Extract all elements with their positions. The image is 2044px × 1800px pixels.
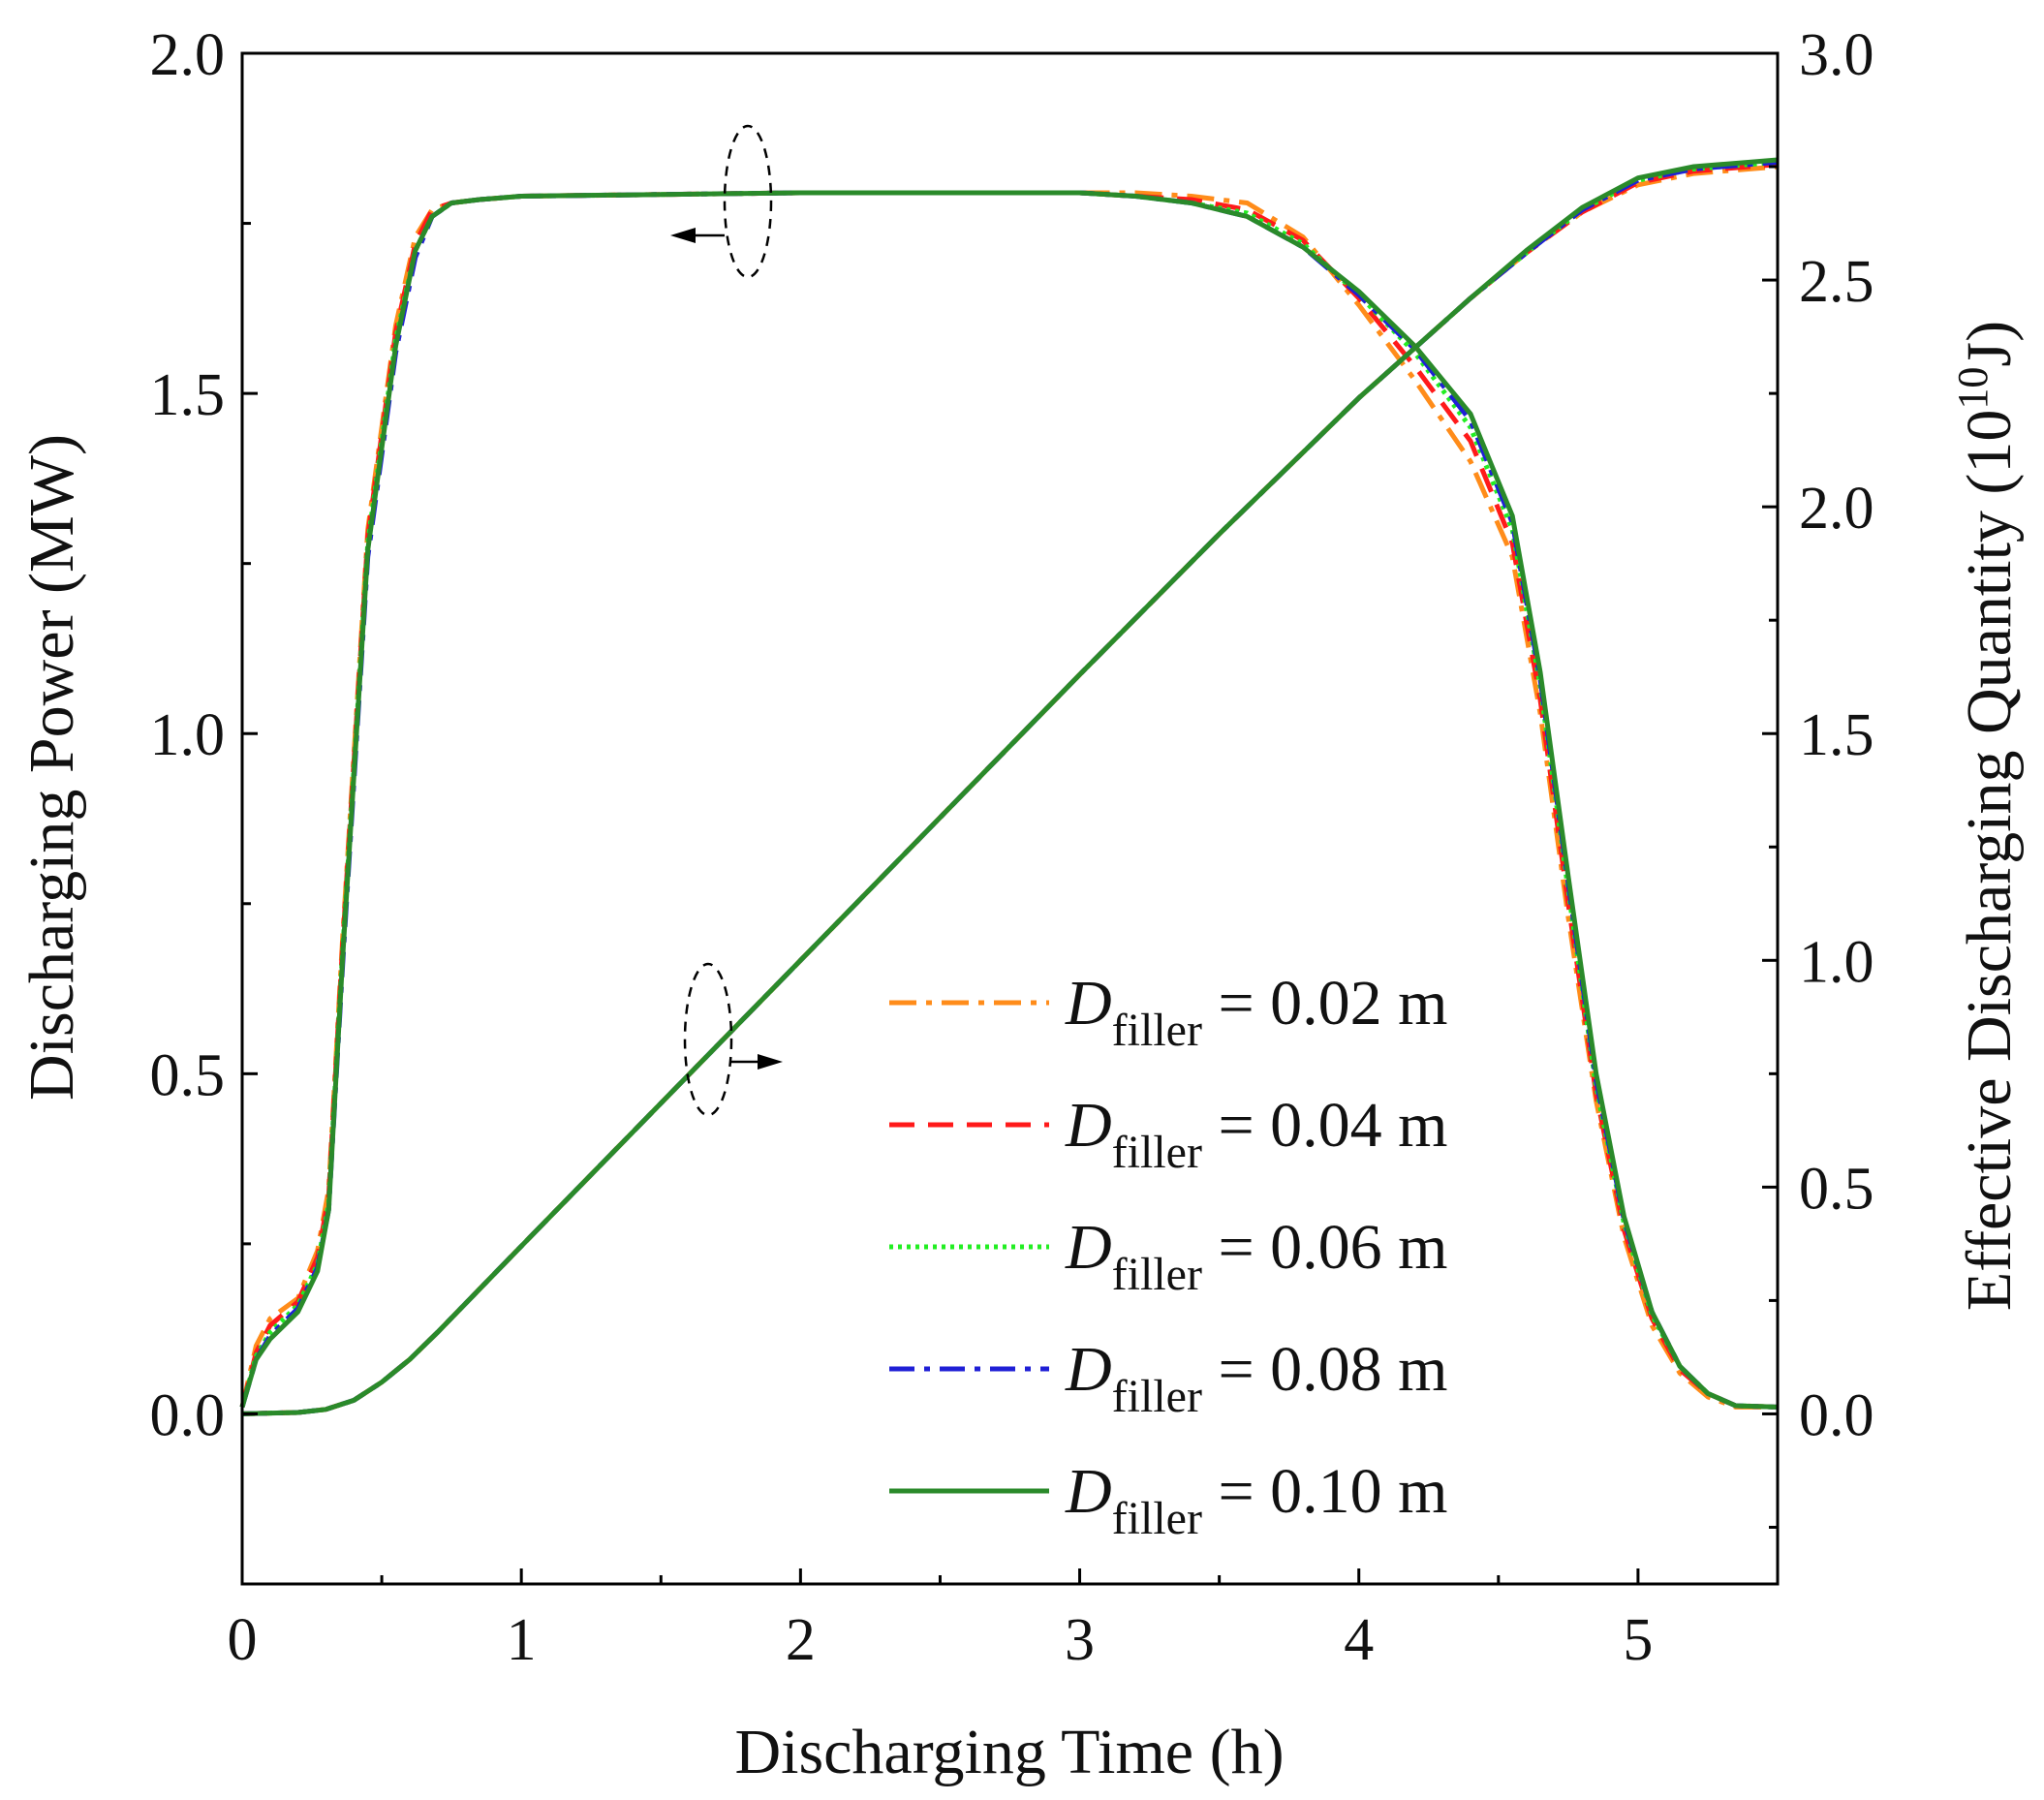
legend-sub: filler <box>1112 1127 1202 1178</box>
series-line-5 <box>241 164 1779 1416</box>
legend-value: = 0.10 m <box>1202 1456 1448 1527</box>
plot-frame <box>240 51 1780 1586</box>
y-left-tick-label: 1.5 <box>150 362 226 428</box>
legend-label-2: Dfiller = 0.06 m <box>1065 1212 1448 1300</box>
x-tick-label: 2 <box>786 1607 816 1673</box>
left-axis-annotation <box>670 124 773 279</box>
y-right-title-suffix: J) <box>1954 321 2025 367</box>
legend-var: D <box>1065 968 1112 1039</box>
y-left-tick-label: 0.5 <box>150 1042 226 1108</box>
left-arrow-icon <box>670 228 696 243</box>
x-tick-label: 3 <box>1065 1607 1095 1673</box>
y-right-tick-label: 1.5 <box>1799 702 1874 768</box>
legend-label-4: Dfiller = 0.10 m <box>1065 1456 1448 1544</box>
legend-value: = 0.06 m <box>1202 1212 1448 1283</box>
legend-var: D <box>1065 1090 1112 1161</box>
series-line-2 <box>239 190 1779 1410</box>
x-tick-label: 0 <box>228 1607 258 1673</box>
series-line-3 <box>239 190 1779 1410</box>
axis-ticks: 0 1 2 3 4 5 0.0 0.5 1.0 1.5 2.0 0.0 0.5 1.0 1.5 2.0 2.5 3… <box>150 22 1874 1673</box>
legend-label-0: Dfiller = 0.02 m <box>1065 968 1448 1056</box>
x-tick-label: 1 <box>507 1607 537 1673</box>
series-line-6 <box>241 162 1779 1416</box>
legend-var: D <box>1065 1334 1112 1405</box>
y-right-title-prefix: Effective Discharging Quantity (10 <box>1954 410 2025 1311</box>
legend-sub: filler <box>1112 1371 1202 1422</box>
x-tick-label: 4 <box>1344 1607 1374 1673</box>
y-right-title-exponent: 10 <box>1949 367 1997 410</box>
right-arrow-icon <box>758 1054 783 1070</box>
series-line-1 <box>239 190 1779 1410</box>
y-right-axis-title: Effective Discharging Quantity (1010J) <box>1949 321 2025 1311</box>
x-axis-title: Discharging Time (h) <box>734 1717 1284 1787</box>
legend-label-3: Dfiller = 0.08 m <box>1065 1334 1448 1422</box>
y-right-tick-label: 2.0 <box>1799 476 1874 542</box>
plot-series <box>239 157 1779 1416</box>
y-right-tick-label: 0.5 <box>1799 1156 1874 1222</box>
series-line-8 <box>241 159 1779 1416</box>
legend-var: D <box>1065 1456 1112 1527</box>
x-tick-label: 5 <box>1623 1607 1653 1673</box>
series-line-7 <box>241 159 1779 1416</box>
right-axis-annotation <box>683 962 783 1117</box>
y-right-tick-label: 2.5 <box>1799 249 1874 315</box>
y-right-tick-label: 0.0 <box>1799 1382 1874 1448</box>
y-left-tick-label: 1.0 <box>150 702 226 768</box>
y-right-tick-label: 1.0 <box>1799 929 1874 995</box>
y-left-axis-title: Discharging Power (MW) <box>16 434 87 1101</box>
left-annotation-ellipse <box>723 124 773 279</box>
y-left-tick-label: 2.0 <box>150 22 226 88</box>
legend-sub: filler <box>1112 1005 1202 1056</box>
right-annotation-ellipse <box>683 962 733 1117</box>
series-line-9 <box>241 157 1779 1416</box>
y-right-tick-label: 3.0 <box>1799 22 1874 88</box>
legend-var: D <box>1065 1212 1112 1283</box>
legend-value: = 0.04 m <box>1202 1090 1448 1161</box>
series-line-4 <box>239 190 1779 1410</box>
y-left-tick-label: 0.0 <box>150 1382 226 1448</box>
legend-value: = 0.02 m <box>1202 968 1448 1039</box>
legend-label-1: Dfiller = 0.04 m <box>1065 1090 1448 1178</box>
legend-value: = 0.08 m <box>1202 1334 1448 1405</box>
legend-sub: filler <box>1112 1249 1202 1300</box>
legend-sub: filler <box>1112 1493 1202 1544</box>
series-line-0 <box>239 190 1778 1410</box>
